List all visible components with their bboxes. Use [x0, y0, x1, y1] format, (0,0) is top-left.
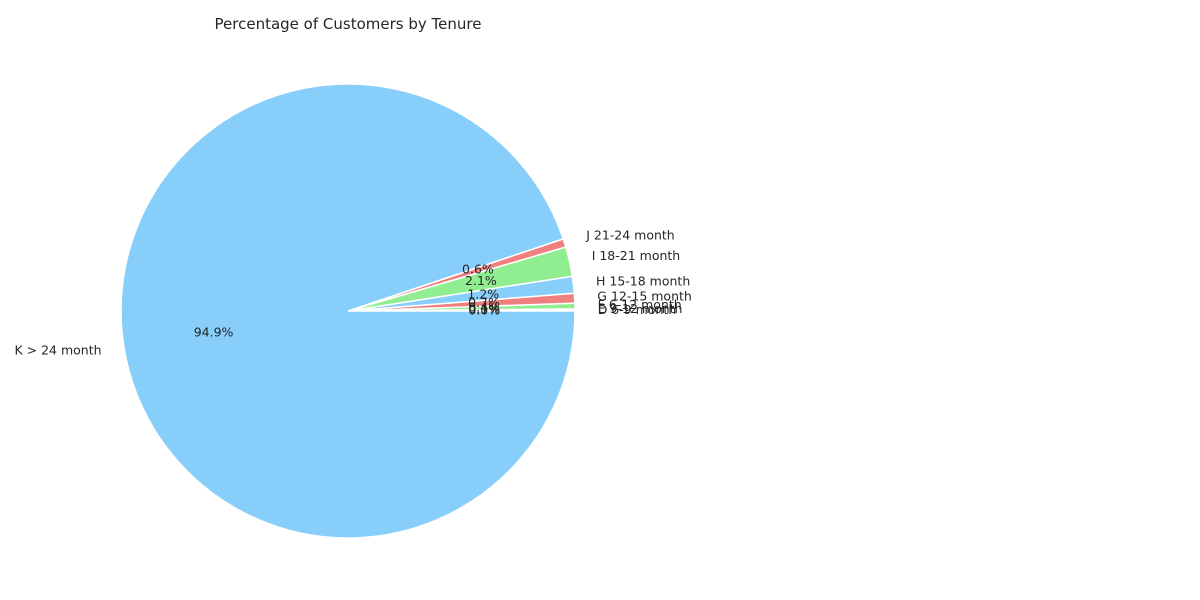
percent-label-6: 0.6%: [462, 262, 494, 277]
percent-label-1: 0.1%: [468, 302, 500, 317]
slice-label-6: J 21-24 month: [585, 228, 675, 243]
percent-label-2: 0.4%: [468, 300, 500, 315]
slice-label-2: F 6-12 month: [598, 297, 682, 312]
slice-label-3: G 12-15 month: [597, 288, 692, 303]
slice-label-4: H 15-18 month: [596, 274, 690, 289]
slice-label-7: K > 24 month: [14, 343, 101, 358]
percent-label-7: 94.9%: [194, 324, 234, 339]
percent-label-5: 2.1%: [465, 273, 497, 288]
percent-label-0: 0.0%: [468, 302, 500, 317]
pie-slice-7: [120, 83, 576, 539]
percent-label-3: 0.7%: [468, 295, 500, 310]
slice-label-1: E 9-12 month: [598, 301, 683, 316]
pie-slices: [120, 83, 576, 539]
slice-label-0: D 6-9 month: [598, 302, 677, 317]
percent-label-4: 1.2%: [467, 287, 499, 302]
chart-title: Percentage of Customers by Tenure: [215, 15, 482, 33]
percent-labels: 0.0%0.1%0.4%0.7%1.2%2.1%0.6% 94.9%: [194, 262, 500, 340]
slice-label-5: I 18-21 month: [592, 248, 681, 263]
